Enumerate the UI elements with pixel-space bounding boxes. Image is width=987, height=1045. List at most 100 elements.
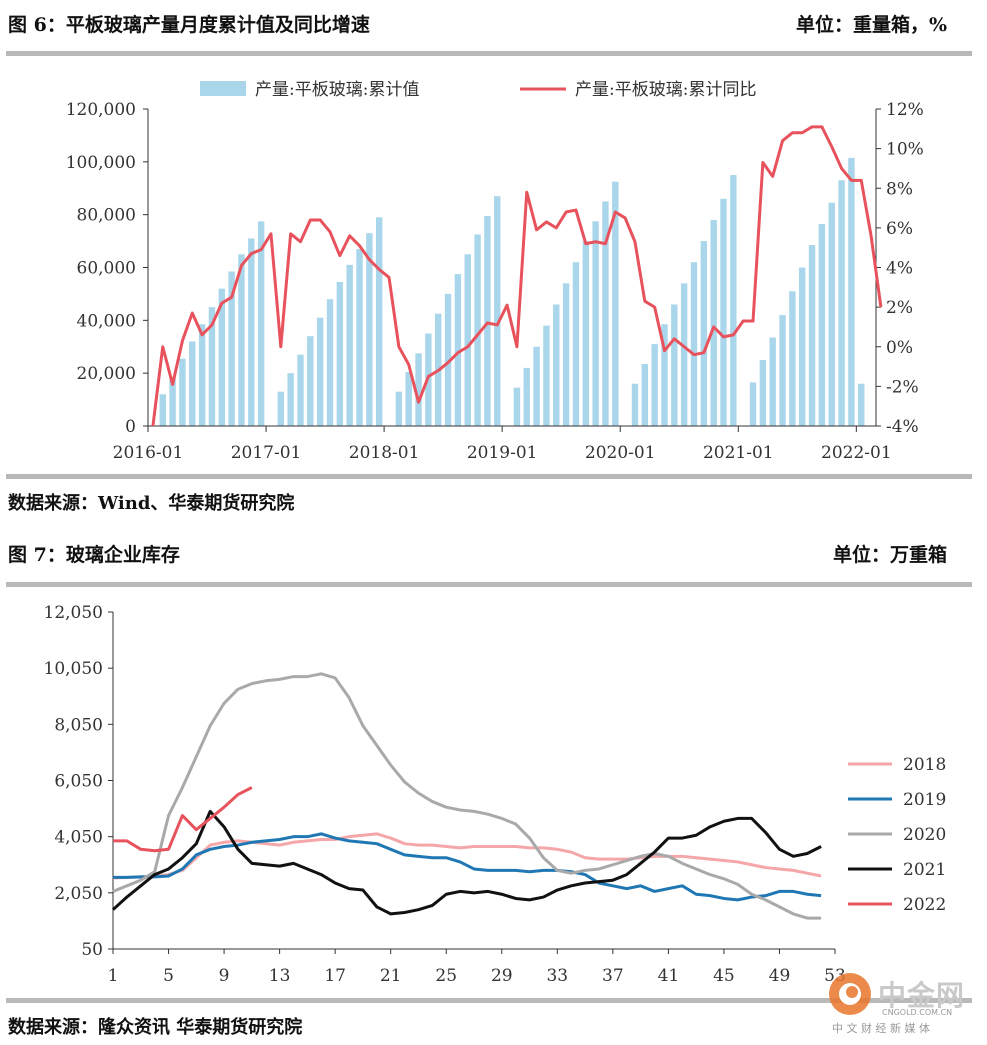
bar-cumulative-44 — [582, 241, 589, 426]
x-tick-label: 1 — [108, 966, 119, 986]
fig6-header-divider — [6, 51, 972, 56]
bar-cumulative-69 — [828, 202, 835, 426]
fig6-chart: 0 20,000 40,000 60,000 80,000 100,000 120,000 -… — [66, 80, 924, 463]
right-tick-label: -4% — [886, 417, 919, 437]
right-tick-label: 6% — [886, 219, 913, 239]
x-tick-label: 2018-01 — [349, 443, 420, 463]
bar-cumulative-63 — [769, 337, 776, 426]
y-tick-label: 6,050 — [54, 772, 103, 792]
bar-cumulative-23 — [375, 217, 383, 426]
bar-cumulative-20 — [346, 264, 353, 426]
fig6-title: 图 6：平板玻璃产量月度累计值及同比增速 — [8, 14, 370, 36]
legend-label-cumulative: 产量:平板玻璃:累计值 — [255, 80, 419, 100]
legend-swatch-cumulative — [200, 81, 246, 96]
bar-cumulative-43 — [572, 262, 580, 426]
bar-cumulative-64 — [779, 315, 786, 426]
bar-cumulative-45 — [592, 221, 599, 426]
bar-cumulative-15 — [297, 354, 304, 426]
bar-cumulative-67 — [808, 245, 816, 426]
series-line-2020 — [112, 672, 822, 920]
fig7-unit: 单位：万重箱 — [832, 544, 947, 566]
series-line-2018 — [112, 832, 822, 880]
bar-cumulative-42 — [562, 283, 570, 426]
bar-cumulative-1 — [159, 394, 166, 426]
series-line-2022 — [113, 786, 253, 853]
bar-cumulative-38 — [523, 367, 530, 426]
fig7-chart: 50 2,050 4,050 6,050 8,050 10,050 12,050 1 5 9 13 1… — [44, 603, 947, 986]
bar-cumulative-30 — [444, 293, 452, 426]
series-line-2019 — [113, 832, 822, 902]
bar-cumulative-4 — [189, 341, 196, 426]
legend-label-2022: 2022 — [903, 895, 946, 915]
x-tick-label: 9 — [219, 966, 230, 986]
bar-cumulative-53 — [671, 304, 678, 426]
x-tick-label: 2017-01 — [231, 443, 302, 463]
bar-cumulative-66 — [799, 267, 806, 426]
x-tick-label: 29 — [491, 966, 513, 986]
y-tick-label: 8,050 — [54, 715, 103, 735]
bar-cumulative-32 — [464, 254, 471, 426]
x-tick-label: 45 — [713, 966, 735, 986]
legend-label-2019: 2019 — [903, 790, 946, 810]
x-tick-label: 2022-01 — [821, 443, 892, 463]
right-tick-label: 12% — [886, 100, 924, 120]
bar-cumulative-8 — [228, 271, 235, 426]
legend-label-2020: 2020 — [903, 825, 946, 845]
bar-cumulative-35 — [494, 196, 501, 426]
bar-cumulative-62 — [759, 359, 767, 426]
fig6-unit: 单位：重量箱，% — [795, 14, 947, 36]
x-tick-label: 41 — [658, 966, 680, 986]
bar-cumulative-41 — [553, 304, 560, 426]
bar-cumulative-18 — [326, 299, 334, 426]
bar-cumulative-5 — [198, 324, 206, 426]
x-tick-label: 13 — [269, 966, 291, 986]
series-line-2021 — [111, 809, 822, 916]
cngold-logo-icon — [829, 973, 871, 1015]
x-tick-label: 33 — [546, 966, 568, 986]
left-tick-label: 80,000 — [77, 206, 136, 226]
bar-cumulative-9 — [238, 254, 245, 426]
bar-cumulative-52 — [661, 324, 668, 426]
bar-cumulative-56 — [700, 241, 708, 426]
left-tick-label: 40,000 — [77, 311, 136, 331]
fig7-source: 数据来源：隆众资讯 华泰期货研究院 — [8, 1017, 303, 1038]
x-tick-label: 2016-01 — [113, 443, 184, 463]
bar-cumulative-3 — [179, 358, 186, 426]
bar-cumulative-13 — [277, 391, 285, 426]
bar-cumulative-46 — [602, 201, 609, 426]
bar-cumulative-59 — [730, 175, 737, 426]
right-tick-label: 8% — [886, 179, 913, 199]
line-yoy-growth — [151, 125, 883, 427]
x-tick-label: 2021-01 — [703, 443, 774, 463]
bar-cumulative-70 — [838, 180, 845, 426]
bar-cumulative-39 — [533, 346, 540, 426]
bar-cumulative-27 — [415, 353, 422, 426]
watermark-name: 中金网 — [878, 979, 966, 1012]
right-tick-label: -2% — [886, 377, 919, 397]
right-tick-label: 2% — [886, 298, 913, 318]
bar-cumulative-31 — [454, 274, 462, 426]
x-tick-label: 2019-01 — [467, 443, 538, 463]
x-tick-label: 49 — [769, 966, 791, 986]
x-tick-label: 21 — [380, 966, 402, 986]
fig7-header-divider — [6, 582, 972, 587]
left-tick-label: 120,000 — [66, 100, 136, 120]
cngold-watermark: 中金网 CNGOLD.COM.CN 中 文 财 经 新 媒 体 — [828, 970, 978, 1038]
bar-cumulative-55 — [690, 262, 698, 426]
x-tick-label: 2020-01 — [585, 443, 656, 463]
right-tick-label: 4% — [886, 259, 913, 279]
bar-cumulative-25 — [395, 391, 403, 426]
right-tick-label: 10% — [886, 140, 924, 160]
bar-cumulative-58 — [720, 198, 727, 426]
left-tick-label: 60,000 — [77, 259, 136, 279]
bar-cumulative-19 — [336, 282, 344, 426]
bar-cumulative-54 — [680, 283, 688, 426]
y-tick-label: 12,050 — [44, 603, 103, 623]
bar-cumulative-16 — [307, 336, 314, 426]
right-tick-label: 0% — [886, 338, 913, 358]
bar-cumulative-71 — [848, 157, 855, 426]
x-tick-label: 25 — [435, 966, 457, 986]
left-tick-label: 0 — [125, 417, 136, 437]
bar-cumulative-6 — [208, 307, 216, 426]
bar-cumulative-65 — [789, 291, 796, 426]
